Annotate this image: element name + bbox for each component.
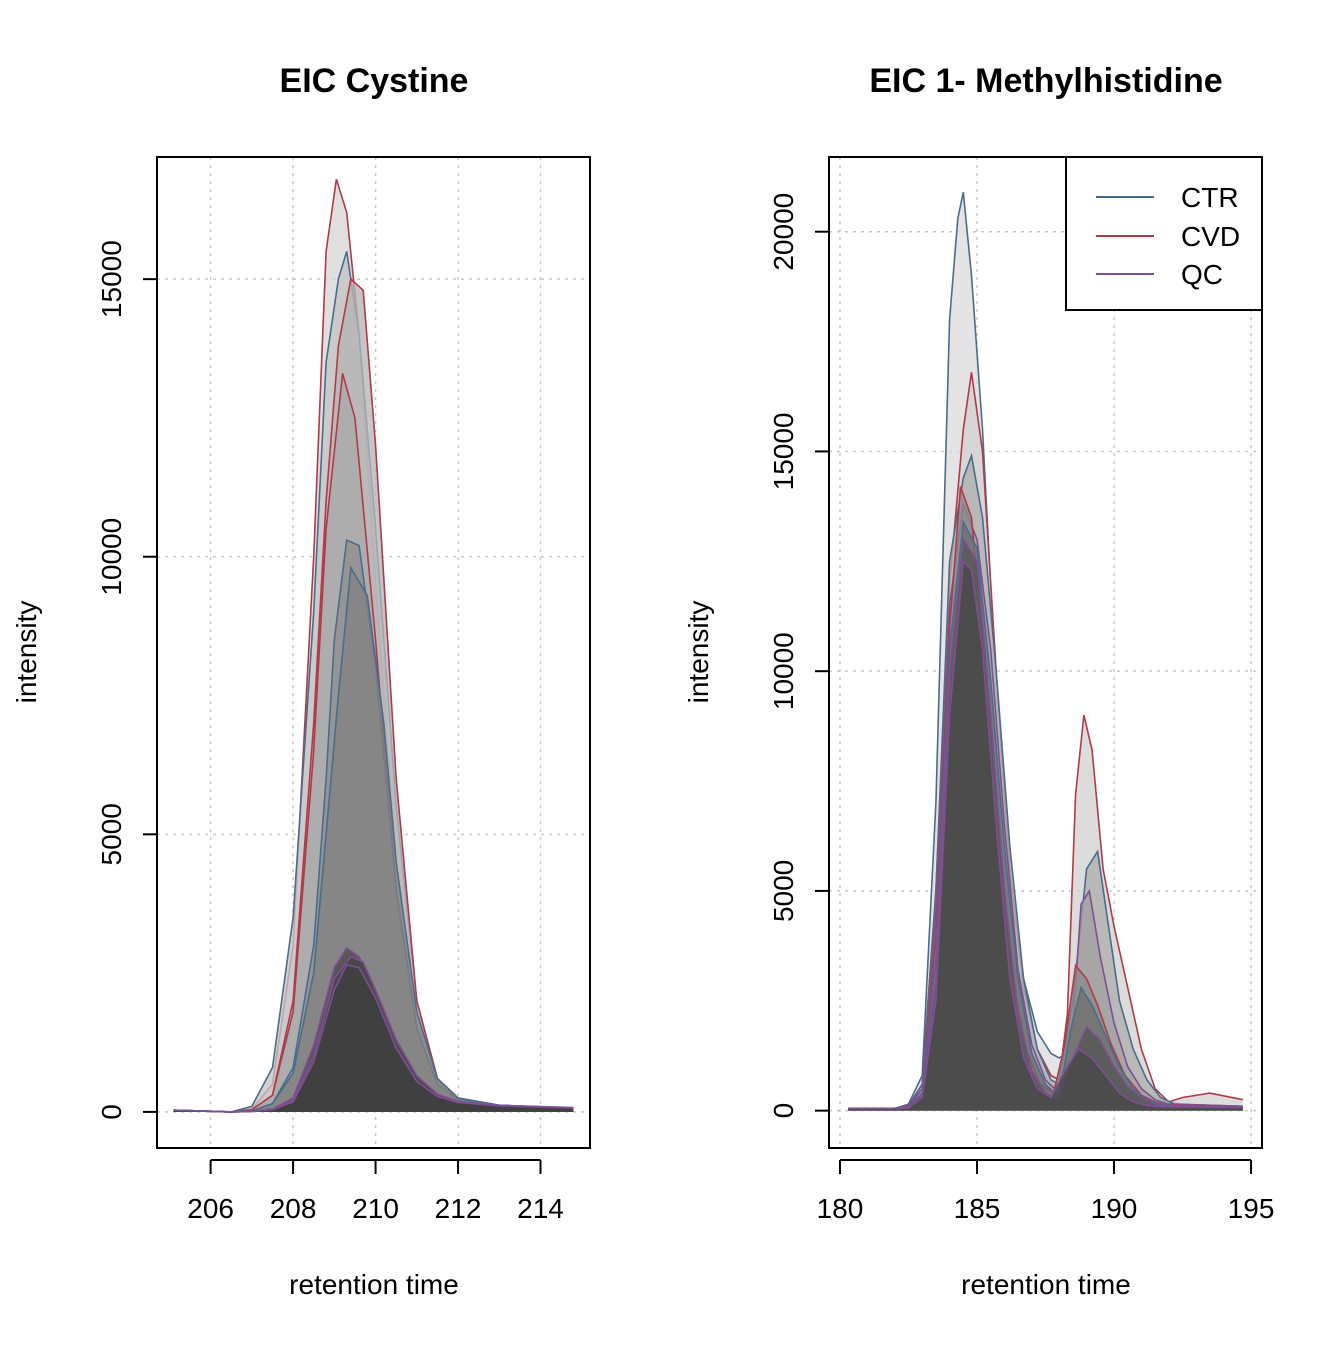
y-tick-label: 5000 <box>768 860 799 922</box>
x-tick-label: 206 <box>187 1193 234 1224</box>
panel-eic-cystine: EIC Cystine retention time intensity 206… <box>11 62 591 1300</box>
y-tick-label: 15000 <box>768 413 799 491</box>
series-line-ctr <box>848 452 1243 1110</box>
x-tick-label: 214 <box>517 1193 564 1224</box>
y-tick-label: 10000 <box>96 518 127 596</box>
y-tick-label: 15000 <box>96 240 127 318</box>
plot-frame <box>156 156 591 1149</box>
series-line-qc <box>173 963 574 1113</box>
x-axis: 206 208 210 212 214 <box>187 1159 564 1224</box>
x-axis-label: retention time <box>289 1269 459 1300</box>
y-axis: 0 5000 10000 15000 <box>96 240 157 1120</box>
series-area-qc <box>848 561 1243 1111</box>
series-line-ctr <box>848 519 1243 1110</box>
x-tick-label: 195 <box>1228 1193 1275 1224</box>
legend-box <box>1065 156 1263 311</box>
y-tick-label: 5000 <box>96 803 127 865</box>
series-line-qc <box>848 501 1243 1110</box>
x-tick-label: 180 <box>817 1193 864 1224</box>
series-area-ctr <box>173 567 574 1112</box>
x-tick-label: 212 <box>435 1193 482 1224</box>
y-tick-label: 0 <box>96 1104 127 1120</box>
x-axis: 180 185 190 195 <box>817 1159 1275 1224</box>
panel-eic-methylhistidine: EIC 1- Methylhistidine retention time in… <box>683 62 1274 1300</box>
y-axis: 0 5000 10000 15000 20000 <box>768 193 829 1119</box>
y-tick-label: 20000 <box>768 193 799 271</box>
x-tick-label: 208 <box>270 1193 317 1224</box>
legend-label-cvd: CVD <box>1181 221 1240 252</box>
y-tick-label: 10000 <box>768 632 799 710</box>
y-axis-label: intensity <box>11 601 42 704</box>
y-axis-label: intensity <box>683 601 714 704</box>
chart-title: EIC 1- Methylhistidine <box>869 62 1222 100</box>
series-line-qc <box>848 536 1243 1110</box>
x-tick-label: 185 <box>954 1193 1001 1224</box>
x-tick-label: 210 <box>352 1193 399 1224</box>
x-tick-label: 190 <box>1091 1193 1138 1224</box>
x-axis-label: retention time <box>961 1269 1131 1300</box>
series-line-ctr <box>173 565 574 1113</box>
chart-title: EIC Cystine <box>280 62 469 100</box>
plot-frame <box>828 156 1263 1149</box>
legend-label-qc: QC <box>1181 259 1223 290</box>
series-areas <box>848 192 1243 1111</box>
legend: CTR CVD QC <box>1065 156 1263 311</box>
series-area-qc <box>173 964 574 1112</box>
series-areas <box>173 178 574 1113</box>
legend-label-ctr: CTR <box>1181 182 1239 213</box>
series-line-qc <box>848 559 1243 1110</box>
y-tick-label: 0 <box>768 1103 799 1119</box>
